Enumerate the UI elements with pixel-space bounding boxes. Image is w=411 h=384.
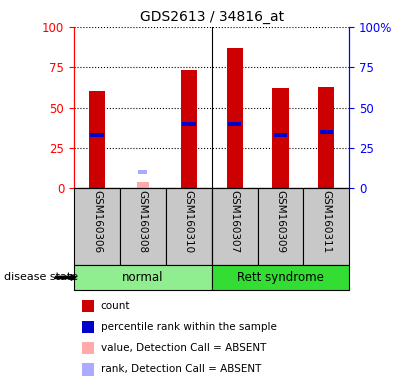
Text: value, Detection Call = ABSENT: value, Detection Call = ABSENT <box>101 343 266 353</box>
Bar <box>90 133 104 137</box>
Text: GSM160310: GSM160310 <box>184 190 194 253</box>
Bar <box>320 130 333 134</box>
Bar <box>74 265 212 290</box>
Text: percentile rank within the sample: percentile rank within the sample <box>101 322 277 332</box>
Bar <box>319 86 335 188</box>
Bar <box>226 48 242 188</box>
Bar <box>74 188 120 265</box>
Bar <box>137 182 149 188</box>
Bar <box>182 122 196 126</box>
Title: GDS2613 / 34816_at: GDS2613 / 34816_at <box>140 10 284 25</box>
Bar <box>212 188 258 265</box>
Bar <box>139 170 147 174</box>
Bar <box>258 188 303 265</box>
Text: Rett syndrome: Rett syndrome <box>237 271 324 284</box>
Bar <box>181 70 197 188</box>
Text: GSM160311: GSM160311 <box>321 190 331 254</box>
Text: count: count <box>101 301 130 311</box>
Text: normal: normal <box>122 271 164 284</box>
Text: GSM160307: GSM160307 <box>230 190 240 253</box>
Text: disease state: disease state <box>4 272 78 283</box>
Bar <box>303 188 349 265</box>
Bar <box>166 188 212 265</box>
Bar <box>89 91 105 188</box>
Text: GSM160306: GSM160306 <box>92 190 102 253</box>
Bar <box>120 188 166 265</box>
Text: GSM160309: GSM160309 <box>275 190 286 253</box>
Text: rank, Detection Call = ABSENT: rank, Detection Call = ABSENT <box>101 364 261 374</box>
Bar <box>272 88 289 188</box>
Bar <box>228 122 241 126</box>
Bar <box>274 133 287 137</box>
Bar <box>212 265 349 290</box>
Text: GSM160308: GSM160308 <box>138 190 148 253</box>
